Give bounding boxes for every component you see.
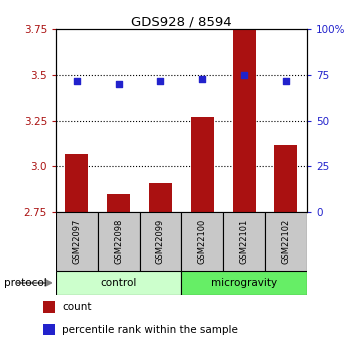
Bar xyxy=(56,271,181,295)
Text: microgravity: microgravity xyxy=(211,278,277,288)
Text: GSM22100: GSM22100 xyxy=(198,219,207,264)
Text: GSM22097: GSM22097 xyxy=(72,219,81,264)
Text: percentile rank within the sample: percentile rank within the sample xyxy=(62,325,238,335)
Bar xyxy=(56,212,98,271)
Bar xyxy=(191,117,214,212)
Bar xyxy=(274,145,297,212)
Text: protocol: protocol xyxy=(4,278,46,288)
Bar xyxy=(223,212,265,271)
Bar xyxy=(43,324,55,335)
Point xyxy=(283,78,289,83)
Point xyxy=(241,72,247,78)
Bar xyxy=(43,301,55,313)
Bar xyxy=(107,194,130,212)
Text: GSM22098: GSM22098 xyxy=(114,219,123,264)
Bar xyxy=(98,212,140,271)
Point xyxy=(158,78,164,83)
Text: GSM22099: GSM22099 xyxy=(156,219,165,264)
Text: GSM22102: GSM22102 xyxy=(282,219,291,264)
Bar xyxy=(265,212,307,271)
Bar xyxy=(65,154,88,212)
Text: count: count xyxy=(62,302,92,312)
Bar xyxy=(181,271,307,295)
Point xyxy=(74,78,80,83)
Bar xyxy=(232,29,256,212)
Point xyxy=(199,76,205,81)
Bar xyxy=(181,212,223,271)
Text: GSM22101: GSM22101 xyxy=(240,219,249,264)
Title: GDS928 / 8594: GDS928 / 8594 xyxy=(131,15,232,28)
Bar xyxy=(149,183,172,212)
Text: control: control xyxy=(100,278,137,288)
Point xyxy=(116,81,122,87)
Bar xyxy=(140,212,181,271)
